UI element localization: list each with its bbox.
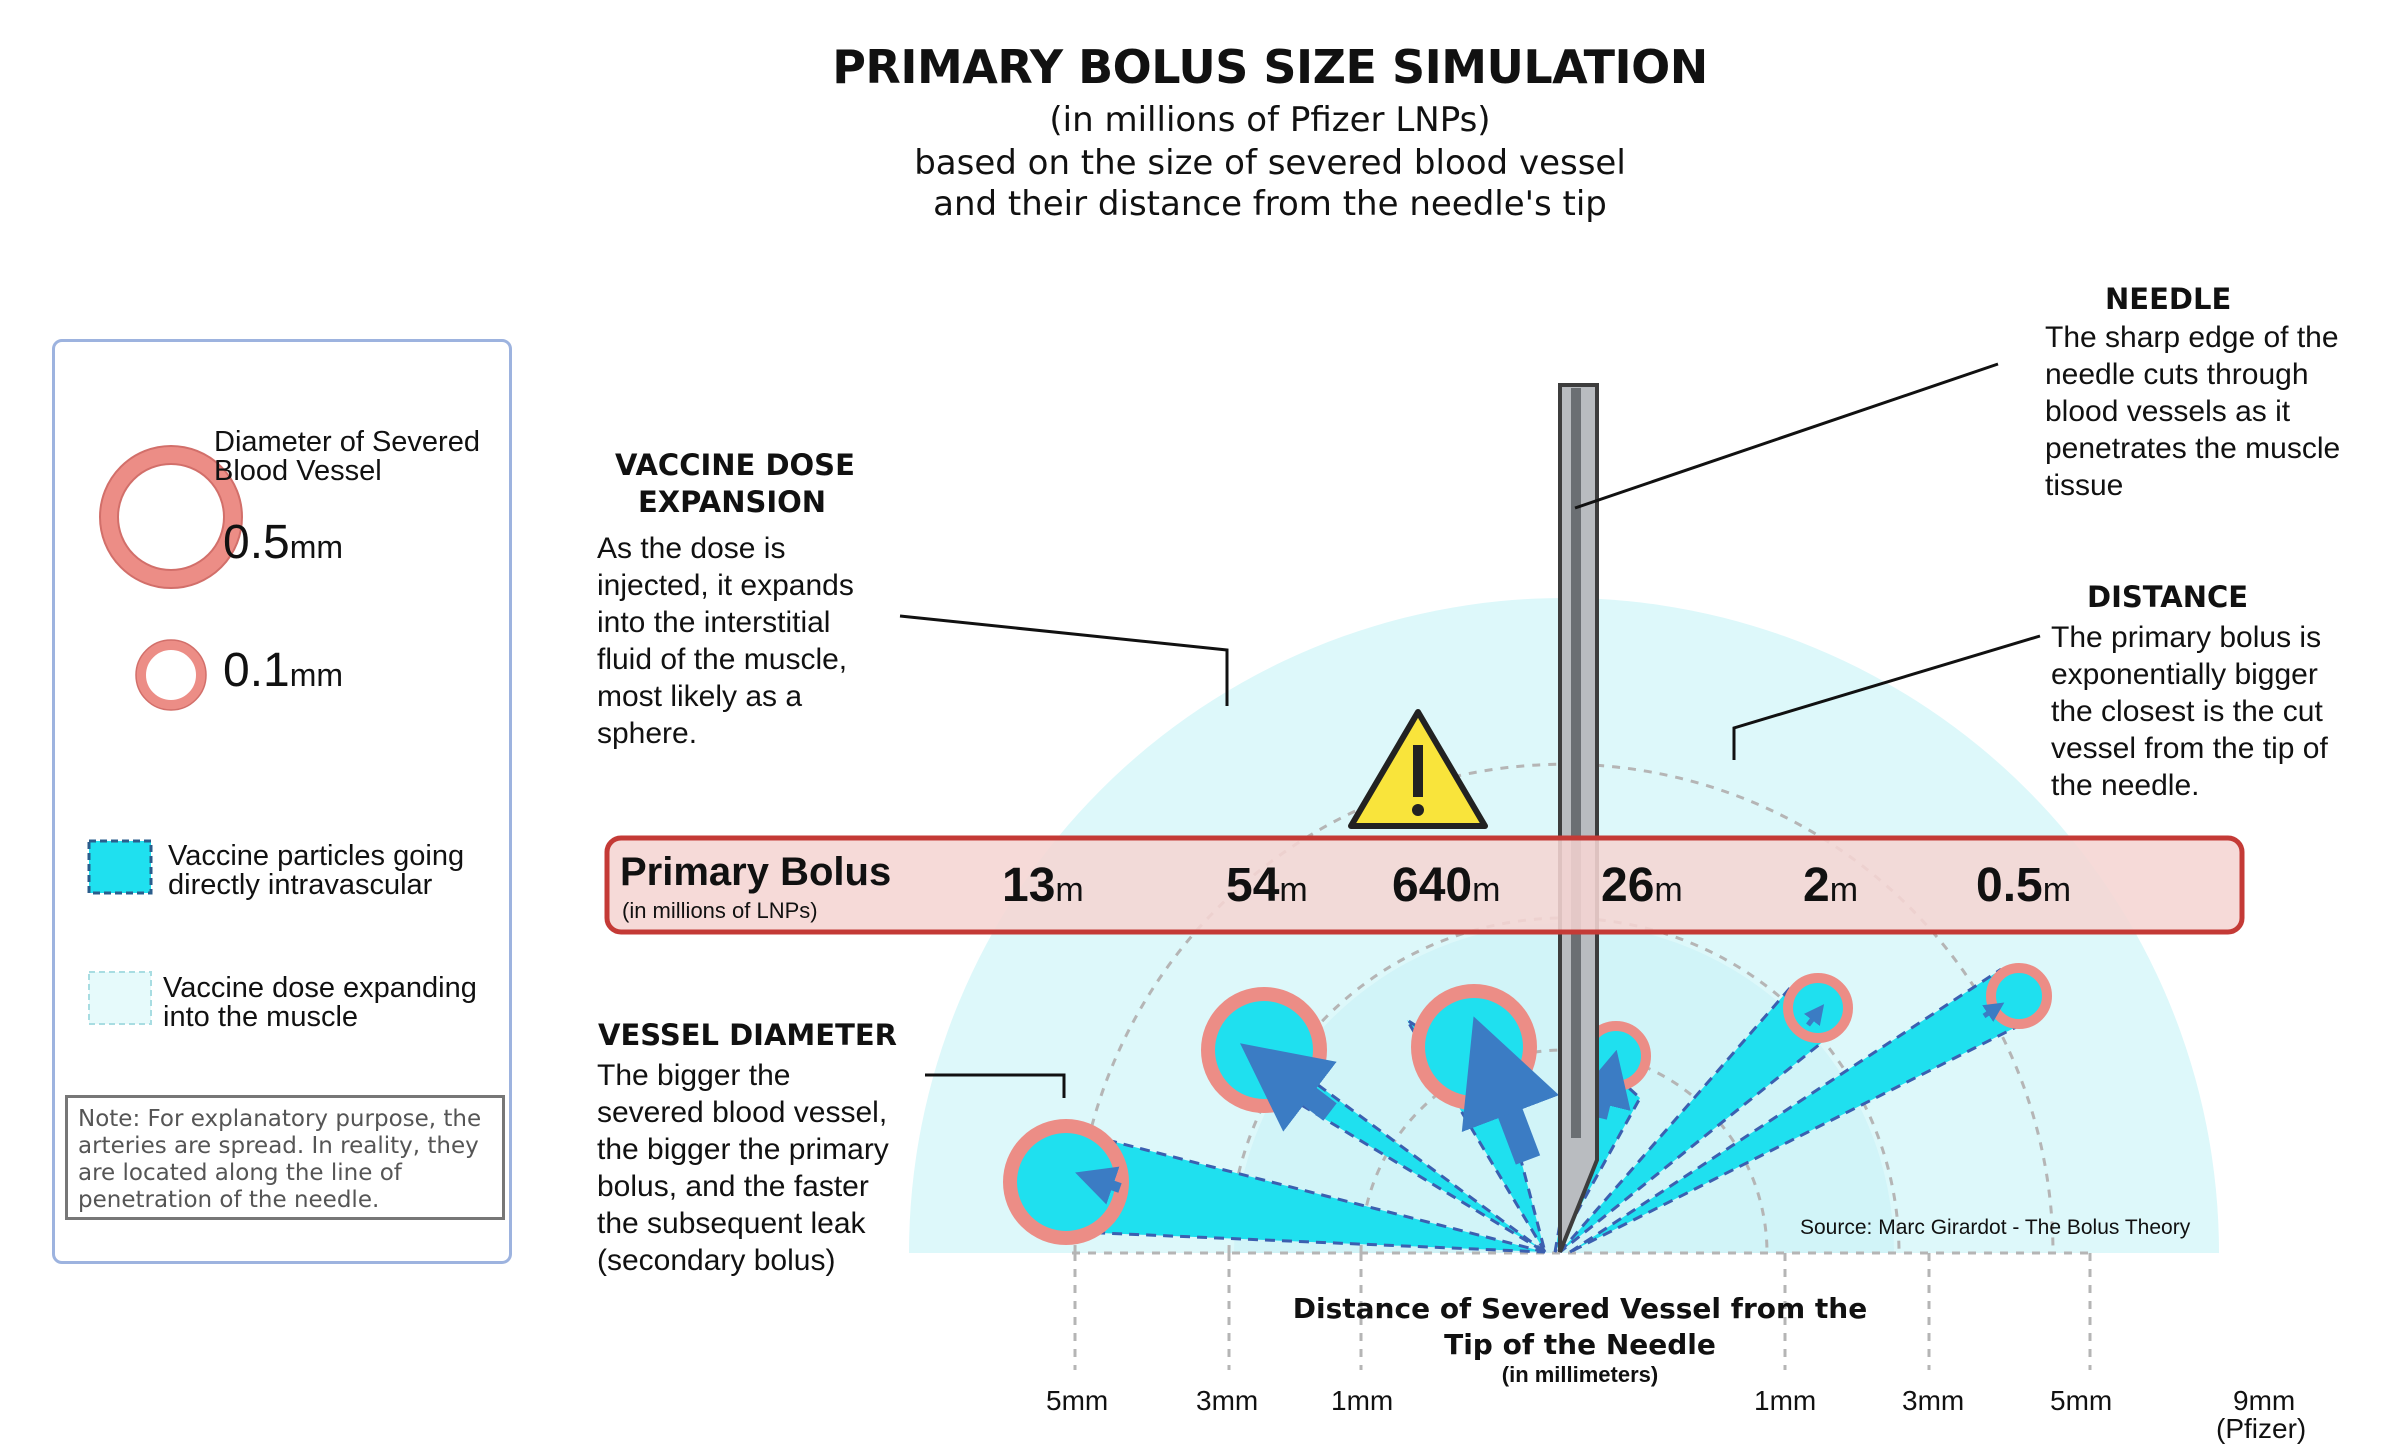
vessel-small-icon	[135, 639, 207, 711]
page-title: PRIMARY BOLUS SIZE SIMULATION	[832, 40, 1708, 94]
leader-lines	[899, 362, 2041, 1098]
axis-title-3: (in millimeters)	[1501, 1362, 1659, 1387]
axis-title-2: Tip of the Needle	[1444, 1328, 1716, 1361]
page-subtitle-line-1: based on the size of severed blood vesse…	[914, 143, 1626, 183]
tick-label-1mm-left: 1mm	[1331, 1385, 1394, 1416]
source-credit: Source: Marc Girardot - The Bolus Theory	[1800, 1216, 2191, 1239]
tick-label-3mm-left: 3mm	[1196, 1385, 1259, 1416]
distance-body: The primary bolus is exponentially bigge…	[2051, 621, 2328, 802]
vessel-body: The bigger the severed blood vessel, the…	[597, 1059, 889, 1277]
tick-label-5mm-right: 5mm	[2050, 1385, 2113, 1416]
expansion-heading-1: VACCINE DOSE	[615, 448, 855, 482]
tick-label-1mm-right: 1mm	[1754, 1385, 1817, 1416]
severed-vessel-5	[1783, 973, 1853, 1043]
severed-vessel-1	[1003, 1119, 1129, 1245]
needle-body: The sharp edge of the needle cuts throug…	[2045, 321, 2341, 502]
vessel-heading: VESSEL DIAMETER	[598, 1018, 898, 1052]
page-subtitle-units: (in millions of Pfizer LNPs)	[1049, 100, 1491, 140]
axis-title-1: Distance of Severed Vessel from the	[1292, 1292, 1868, 1325]
legend-size-small: 0.1mm	[223, 644, 344, 697]
tick-label-9mm: 9mm	[2233, 1385, 2296, 1416]
page-subtitle-line-2: and their distance from the needle's tip	[933, 184, 1607, 224]
legend-diameter-label-2: Blood Vessel	[214, 455, 382, 487]
legend-intravascular-2: directly intravascular	[168, 869, 433, 901]
needle-heading: NEEDLE	[2105, 282, 2232, 316]
legend-expanding-1: Vaccine dose expanding	[163, 972, 477, 1004]
expanding-swatch-icon	[88, 971, 152, 1025]
distance-heading: DISTANCE	[2087, 580, 2249, 614]
flow-arrows	[1075, 1002, 2005, 1205]
tick-label-pfizer: (Pfizer)	[2216, 1413, 2307, 1444]
intravascular-swatch-icon	[87, 839, 153, 895]
expansion-heading-2: EXPANSION	[638, 485, 827, 519]
legend-expanding-2: into the muscle	[163, 1001, 359, 1033]
needle-icon	[1558, 383, 1599, 1253]
legend-intravascular-1: Vaccine particles going	[168, 840, 465, 872]
legend-panel	[52, 339, 512, 1264]
primary-bolus-label: Primary Bolus	[620, 850, 892, 894]
primary-bolus-bar	[604, 835, 2245, 935]
legend-diameter-label-1: Diameter of Severed	[214, 426, 480, 458]
bolus-value-0-5: 0.5m	[1976, 859, 2072, 912]
axis-tick-lines	[1073, 1253, 2092, 1370]
warning-icon	[1348, 709, 1488, 829]
legend-size-large: 0.5mm	[223, 516, 344, 569]
legend-graphics	[87, 445, 243, 1025]
bolus-value-54: 54m	[1226, 859, 1308, 912]
bolus-value-640: 640m	[1392, 859, 1501, 912]
bolus-value-26: 26m	[1601, 859, 1683, 912]
tick-label-3mm-right: 3mm	[1902, 1385, 1965, 1416]
tick-label-5mm-left: 5mm	[1046, 1385, 1109, 1416]
severed-vessel-6	[1986, 963, 2052, 1029]
bolus-value-13: 13m	[1002, 859, 1084, 912]
vessel-large-icon	[99, 445, 243, 589]
note-box: Note: For explanatory purpose, the arter…	[65, 1095, 505, 1220]
bolus-value-2: 2m	[1803, 859, 1859, 912]
primary-bolus-sublabel: (in millions of LNPs)	[622, 898, 818, 923]
expansion-body: As the dose is injected, it expands into…	[597, 532, 854, 750]
